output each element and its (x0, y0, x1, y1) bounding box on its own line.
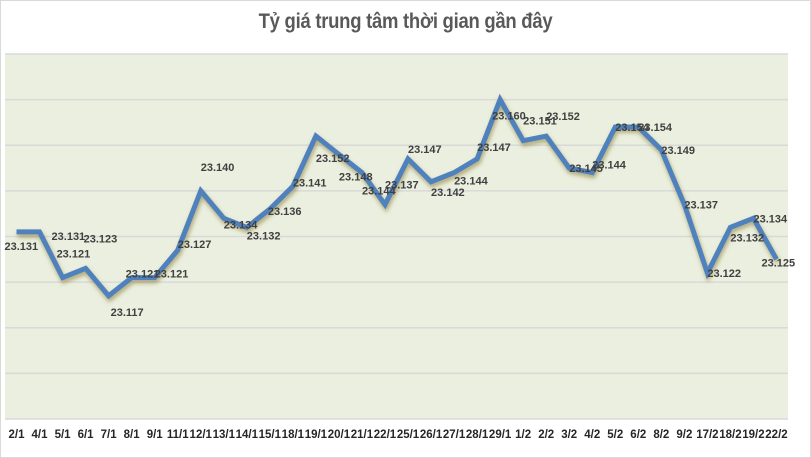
x-tick-label: 17/2 (696, 429, 718, 441)
x-tick-label: 14/1 (236, 429, 259, 441)
x-tick-label: 7/1 (101, 429, 118, 441)
data-label: 23.127 (178, 239, 212, 251)
series-line (16, 93, 779, 300)
data-label: 23.147 (477, 142, 511, 154)
data-label: 23.136 (268, 206, 302, 218)
x-tick-label: 4/1 (32, 429, 49, 441)
data-label: 23.144 (592, 160, 627, 172)
x-tick-label: 22/1 (374, 429, 397, 441)
data-label: 23.144 (454, 176, 489, 188)
chart-title: Tỷ giá trung tâm thời gian gần đây (258, 10, 553, 33)
x-tick-label: 18/1 (282, 429, 305, 441)
data-label: 23.131 (5, 241, 39, 253)
x-tick-label: 18/2 (719, 429, 741, 441)
x-tick-label: 5/2 (607, 429, 623, 441)
x-tick-label: 28/1 (466, 429, 489, 441)
data-label: 23.142 (431, 187, 465, 199)
x-tick-label: 3/2 (561, 429, 577, 441)
data-label: 23.121 (126, 269, 160, 281)
x-tick-label: 15/1 (259, 429, 282, 441)
data-label: 23.149 (661, 145, 695, 157)
x-tick-label: 21/1 (351, 429, 374, 441)
series-polyline (16, 93, 779, 300)
x-tick-label: 8/2 (653, 429, 669, 441)
x-tick-label: 19/1 (305, 429, 328, 441)
x-tick-label: 19/2 (742, 429, 764, 441)
data-label: 23.152 (546, 111, 580, 123)
x-tick-label: 11/1 (167, 429, 189, 441)
x-tick-label: 12/1 (190, 429, 213, 441)
data-label: 23.151 (523, 116, 557, 128)
x-tick-label: 2/1 (9, 429, 26, 441)
data-label: 23.154 (615, 122, 650, 134)
gridlines (5, 53, 788, 420)
x-tick-label: 25/1 (397, 429, 420, 441)
x-tick-label: 13/1 (213, 429, 236, 441)
x-tick-label: 6/2 (630, 429, 646, 441)
data-label: 23.117 (111, 307, 144, 319)
x-axis-ticks: 2/1 4/1 5/1 6/1 7/1 8/1 9/1 11/1 12/1 13/1 14/1 15/… (9, 429, 788, 441)
x-tick-label: 27/1 (443, 429, 466, 441)
x-tick-label: 1/2 (515, 429, 531, 441)
data-label: 23.148 (339, 171, 373, 183)
data-label: 23.122 (707, 268, 741, 280)
x-tick-label: 29/1 (489, 429, 512, 441)
x-tick-label: 4/2 (584, 429, 600, 441)
x-tick-label: 20/1 (328, 429, 351, 441)
data-label: 23.121 (155, 269, 189, 281)
data-label: 23.134 (224, 219, 259, 231)
x-tick-label: 26/1 (420, 429, 443, 441)
data-label: 23.154 (638, 122, 673, 134)
x-tick-label: 5/1 (55, 429, 72, 441)
x-tick-label: 2/2 (538, 429, 554, 441)
x-tick-label: 9/2 (676, 429, 692, 441)
data-label: 23.145 (569, 163, 603, 175)
data-label: 23.132 (247, 230, 281, 242)
x-tick-label: 9/1 (147, 429, 164, 441)
data-label: 23.125 (761, 257, 795, 269)
data-label: 23.140 (201, 162, 235, 174)
data-label: 23.141 (293, 177, 327, 189)
data-label: 23.152 (316, 153, 350, 165)
data-label: 23.123 (84, 233, 118, 245)
data-label: 23.131 (52, 231, 86, 243)
data-label: 23.121 (57, 249, 91, 261)
data-label: 23.137 (684, 200, 718, 212)
data-label: 23.134 (753, 213, 788, 225)
data-label: 23.160 (492, 111, 526, 123)
x-tick-label: 8/1 (124, 429, 141, 441)
data-label: 23.132 (730, 232, 764, 244)
data-labels: 23.13123.13123.12123.12323.11723.12123.1… (5, 111, 796, 319)
data-label: 23.144 (362, 186, 397, 198)
data-label: 23.137 (385, 180, 419, 192)
x-tick-label: 6/1 (78, 429, 95, 441)
x-tick-label: 22/2 (765, 429, 787, 441)
data-label: 23.147 (408, 144, 442, 156)
